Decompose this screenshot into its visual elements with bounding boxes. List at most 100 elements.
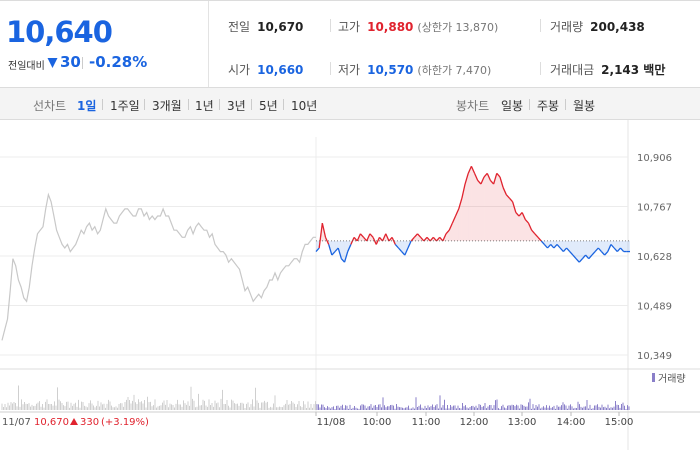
today-series-segment [356, 233, 361, 242]
y-tick-label: 10,767 [637, 203, 672, 214]
today-series-segment [451, 215, 457, 224]
price-chart[interactable]: 10,906 10,767 10,628 10,489 10,349 거래량 11/08… [0, 120, 700, 450]
open-value: 10,660 [257, 63, 304, 77]
today-fill-segment [582, 240, 586, 259]
tab-10years[interactable]: 10년 [291, 99, 318, 113]
tab-1year[interactable]: 1년 [195, 99, 214, 113]
tab-3years[interactable]: 3년 [227, 99, 246, 113]
tab-daily-candle[interactable]: 일봉 [501, 99, 524, 113]
today-series-segment [480, 176, 485, 185]
x-tick-label: 14:00 [557, 417, 586, 428]
today-series-segment [410, 236, 415, 242]
today-series-segment [343, 251, 349, 263]
today-series-segment [600, 251, 606, 256]
tab-1day[interactable]: 1일 [77, 99, 97, 113]
today-series-segment [436, 236, 441, 242]
today-series-segment [464, 173, 469, 185]
prev-close-cell: 전일 10,670 [228, 18, 303, 35]
today-series-segment [562, 247, 568, 252]
current-price: 10,640 [6, 15, 113, 49]
today-series-segment [334, 247, 339, 252]
tab-1week[interactable]: 1주일 [110, 99, 140, 113]
today-fill-segment [468, 166, 472, 241]
today-series-segment [616, 247, 621, 252]
tab-3months[interactable]: 3개월 [152, 99, 182, 113]
today-fill-segment [588, 240, 592, 259]
today-fill-segment [341, 240, 345, 263]
today-series-segment [432, 236, 438, 242]
x-tick-label: 13:00 [508, 417, 537, 428]
today-fill-segment [455, 208, 459, 241]
today-series-segment [508, 197, 514, 203]
today-series-segment [324, 237, 330, 245]
today-series-segment [543, 244, 549, 249]
volume-label: 거래량 [550, 20, 584, 34]
today-series-segment [591, 251, 596, 256]
today-series-segment [619, 247, 625, 252]
change-value: 30 [60, 53, 81, 71]
volume-bars [1, 385, 630, 410]
today-fill-segment [560, 240, 564, 252]
tab-weekly-candle[interactable]: 주봉 [537, 99, 560, 113]
today-series-segment [496, 172, 501, 178]
today-fill-segment [525, 219, 529, 241]
today-series-segment [540, 240, 545, 245]
open-cell: 시가 10,660 [228, 61, 303, 78]
today-series-segment [331, 251, 336, 256]
tab-monthly-candle[interactable]: 월봉 [573, 99, 596, 113]
today-series-segment [366, 233, 371, 242]
tab-divider [283, 99, 284, 110]
today-series-segment [353, 236, 358, 242]
tab-divider [144, 99, 145, 110]
divider [330, 19, 331, 32]
today-series-segment [359, 233, 365, 238]
prev-day-change-pct: (+3.19%) [101, 417, 149, 428]
today-fill-segment [490, 180, 494, 241]
today-series-segment [404, 247, 409, 256]
today-fill-segment [398, 240, 402, 252]
today-series-segment [499, 176, 504, 188]
today-series-segment [492, 173, 498, 185]
today-line [315, 165, 630, 263]
today-series-segment [448, 222, 453, 231]
today-series-segment [537, 236, 542, 242]
today-series-segment [521, 212, 526, 220]
low-label: 저가 [338, 63, 361, 77]
today-series-segment [454, 208, 460, 217]
low-cell: 저가 10,570 (하한가 7,470) [338, 61, 491, 78]
tab-5years[interactable]: 5년 [259, 99, 278, 113]
change-divider [82, 57, 83, 69]
today-series-segment [556, 244, 561, 249]
high-label: 고가 [338, 20, 361, 34]
tab-divider [529, 99, 530, 110]
today-series-segment [604, 251, 609, 256]
today-fill-segment [471, 166, 475, 241]
today-series-segment [420, 236, 425, 242]
today-series-segment [547, 244, 552, 249]
today-fill-segment [522, 212, 526, 241]
today-series-segment [369, 233, 374, 238]
volume-legend: 거래량 [652, 373, 686, 385]
today-fill-segment [503, 187, 507, 241]
today-series-segment [515, 212, 520, 217]
today-fill-segment [458, 198, 462, 241]
today-fill-segment [518, 212, 523, 241]
today-fill-segment [480, 176, 485, 241]
today-series-segment [363, 236, 368, 242]
prev-day-summary: 11/07 10,670 330 (+3.19%) [2, 417, 149, 428]
today-series-segment [512, 201, 517, 213]
today-series-segment [328, 244, 333, 256]
today-series-segment [394, 244, 399, 249]
today-fill-segment [446, 230, 450, 241]
x-tick-label: 15:00 [605, 417, 634, 428]
today-series-segment [458, 198, 463, 210]
today-series-segment [553, 244, 558, 249]
down-arrow-icon [47, 58, 58, 68]
today-series-segment [531, 229, 536, 235]
tab-divider [565, 99, 566, 110]
y-tick-label: 10,906 [637, 153, 672, 164]
x-tick-label: 11/08 [317, 417, 346, 428]
x-tick-label: 11:00 [412, 417, 441, 428]
today-series-segment [318, 223, 323, 249]
today-series-segment [581, 254, 587, 260]
